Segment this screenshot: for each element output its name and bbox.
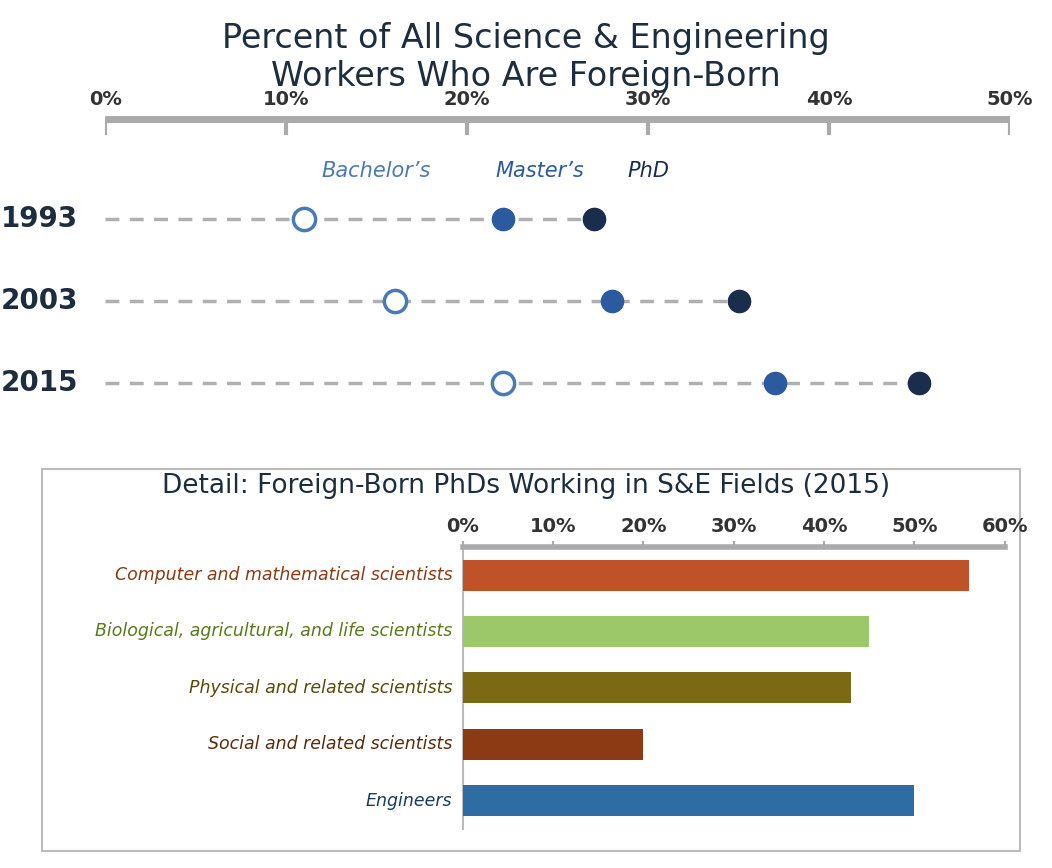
Text: Master’s: Master’s [495,161,584,181]
Text: Detail: Foreign-Born PhDs Working in S&E Fields (2015): Detail: Foreign-Born PhDs Working in S&E… [162,473,890,499]
Text: 2015: 2015 [1,369,78,398]
Text: Percent of All Science & Engineering
Workers Who Are Foreign-Born: Percent of All Science & Engineering Wor… [222,22,830,93]
Text: 0%: 0% [88,89,122,108]
Text: 10%: 10% [263,89,309,108]
Text: 1993: 1993 [1,206,78,233]
Text: PhD: PhD [627,161,669,181]
Text: Computer and mathematical scientists: Computer and mathematical scientists [115,566,452,584]
Text: 2003: 2003 [1,287,78,315]
Text: Physical and related scientists: Physical and related scientists [189,679,452,697]
Text: Biological, agricultural, and life scientists: Biological, agricultural, and life scien… [95,622,452,641]
Text: Bachelor’s: Bachelor’s [322,161,431,181]
Text: 50%: 50% [987,89,1033,108]
Bar [463,729,644,760]
Text: 40%: 40% [806,89,852,108]
Bar [463,616,869,647]
Bar [463,673,851,703]
Text: 20%: 20% [444,89,490,108]
Bar [463,560,969,590]
Text: Social and related scientists: Social and related scientists [208,735,452,753]
Text: 30%: 30% [625,89,671,108]
Bar [463,786,914,816]
Text: Engineers: Engineers [366,792,452,810]
